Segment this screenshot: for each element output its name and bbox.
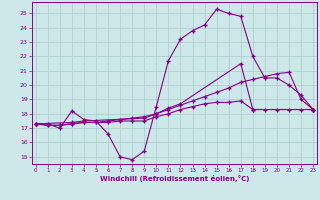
X-axis label: Windchill (Refroidissement éolien,°C): Windchill (Refroidissement éolien,°C) bbox=[100, 175, 249, 182]
